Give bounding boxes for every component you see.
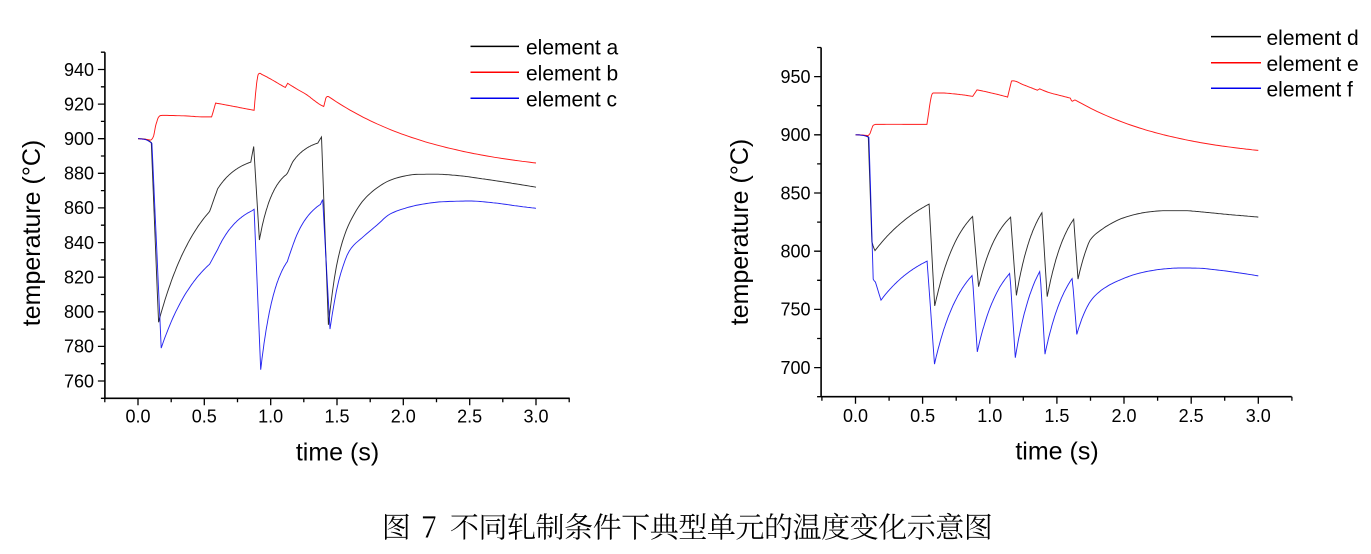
svg-text:3.0: 3.0 (523, 407, 548, 427)
svg-text:2.5: 2.5 (457, 407, 482, 427)
svg-text:element e: element e (1267, 53, 1359, 76)
svg-text:760: 760 (64, 371, 94, 391)
svg-text:900: 900 (64, 129, 94, 149)
svg-text:element c: element c (526, 89, 617, 112)
svg-text:3.0: 3.0 (1246, 406, 1271, 426)
svg-text:840: 840 (64, 233, 94, 253)
svg-text:900: 900 (780, 125, 810, 145)
svg-text:1.0: 1.0 (977, 406, 1002, 426)
svg-text:920: 920 (64, 94, 94, 114)
svg-text:800: 800 (64, 302, 94, 322)
svg-text:temperature (°C): temperature (°C) (726, 139, 754, 325)
svg-text:1.5: 1.5 (1044, 406, 1069, 426)
svg-text:element b: element b (526, 63, 618, 86)
svg-text:950: 950 (780, 67, 810, 87)
svg-text:880: 880 (64, 164, 94, 184)
svg-text:700: 700 (780, 358, 810, 378)
svg-text:2.5: 2.5 (1179, 406, 1204, 426)
svg-text:element f: element f (1267, 79, 1354, 102)
svg-text:860: 860 (64, 198, 94, 218)
svg-text:element a: element a (526, 37, 619, 60)
svg-text:2.0: 2.0 (1111, 406, 1136, 426)
svg-text:temperature (°C): temperature (°C) (18, 140, 46, 326)
svg-text:0.5: 0.5 (192, 407, 217, 427)
svg-text:800: 800 (780, 242, 810, 262)
svg-text:time (s): time (s) (1015, 438, 1098, 466)
svg-text:time (s): time (s) (296, 439, 379, 467)
svg-text:0.0: 0.0 (125, 407, 150, 427)
svg-text:1.0: 1.0 (258, 407, 283, 427)
svg-text:940: 940 (64, 60, 94, 80)
svg-text:0.5: 0.5 (910, 406, 935, 426)
svg-text:1.5: 1.5 (324, 407, 349, 427)
svg-text:750: 750 (780, 300, 810, 320)
svg-text:820: 820 (64, 268, 94, 288)
svg-text:0.0: 0.0 (843, 406, 868, 426)
svg-text:2.0: 2.0 (391, 407, 416, 427)
svg-text:850: 850 (780, 183, 810, 203)
svg-text:780: 780 (64, 337, 94, 357)
svg-text:element d: element d (1267, 27, 1359, 50)
